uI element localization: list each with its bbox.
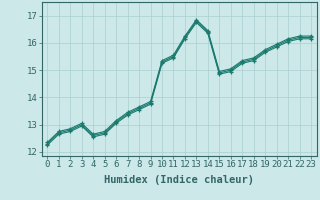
- X-axis label: Humidex (Indice chaleur): Humidex (Indice chaleur): [104, 175, 254, 185]
